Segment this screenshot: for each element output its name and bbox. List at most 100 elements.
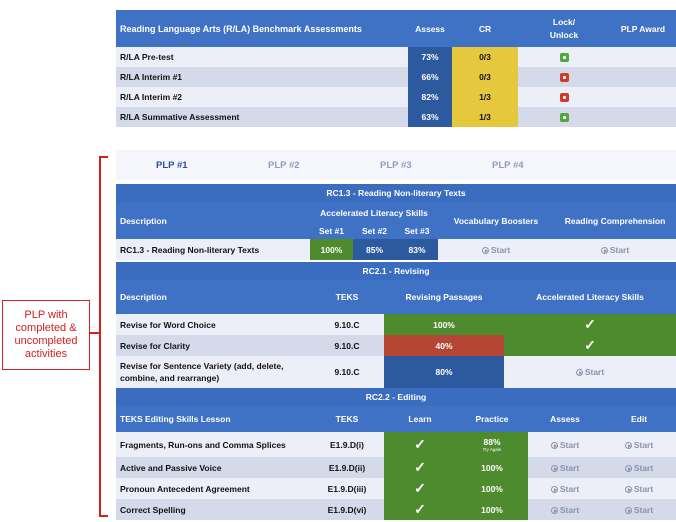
als-complete[interactable]: ✓	[504, 314, 676, 335]
edit-start-button[interactable]: Start	[602, 478, 676, 499]
practice-score[interactable]: 100%	[456, 478, 528, 499]
table-row[interactable]: Active and Passive Voice E1.9.D(ii) ✓ 10…	[116, 457, 676, 478]
play-icon	[481, 246, 489, 254]
practice-header: Practice	[475, 414, 509, 424]
als-start-button[interactable]: Start	[504, 356, 676, 388]
comp-header: Reading Comprehension	[564, 215, 666, 226]
edit-header: Edit	[630, 414, 648, 424]
vocab-start-button[interactable]: Start	[438, 239, 554, 260]
passages-score[interactable]: 100%	[384, 314, 504, 335]
assess-start-button[interactable]: Start	[528, 432, 602, 457]
plp-award-cell	[610, 47, 676, 67]
plp-award-cell	[610, 107, 676, 127]
learn-complete[interactable]: ✓	[384, 499, 456, 520]
activity-name: Revise for Word Choice	[120, 319, 216, 330]
check-icon: ✓	[414, 501, 426, 517]
benchmark-title: Reading Language Arts (R/LA) Benchmark A…	[120, 23, 362, 34]
table-row[interactable]: R/LA Pre-test 73% 0/3	[116, 47, 676, 67]
table-row[interactable]: Revise for Clarity 9.10.C 40% ✓	[116, 335, 676, 356]
play-icon	[550, 485, 558, 493]
plp-award-header: PLP Award	[620, 23, 666, 34]
assess-start-button[interactable]: Start	[528, 478, 602, 499]
rc22-table: RC2.2 - Editing TEKS Editing Skills Less…	[116, 388, 676, 520]
check-icon: ✓	[414, 436, 426, 452]
learn-complete[interactable]: ✓	[384, 457, 456, 478]
cr-score: 0/3	[452, 67, 518, 87]
plp-award-cell	[610, 67, 676, 87]
annotation-callout: PLP with completed & uncompleted activit…	[2, 300, 90, 370]
edit-start-button[interactable]: Start	[602, 499, 676, 520]
play-icon	[550, 441, 558, 449]
table-row[interactable]: Revise for Sentence Variety (add, delete…	[116, 356, 676, 388]
rc21-table: RC2.1 - Revising Description TEKS Revisi…	[116, 262, 676, 388]
lock-icon[interactable]	[559, 73, 569, 83]
set-3-score[interactable]: 83%	[396, 239, 438, 260]
practice-score[interactable]: 100%	[456, 457, 528, 478]
plp-tabs: PLP #1 PLP #2 PLP #3 PLP #4	[116, 150, 676, 180]
als-complete[interactable]: ✓	[504, 335, 676, 356]
passages-header: Revising Passages	[405, 292, 483, 302]
vocab-header: Vocabulary Boosters	[453, 215, 539, 226]
table-row[interactable]: RC1.3 - Reading Non-literary Texts 100% …	[116, 239, 676, 260]
table-row[interactable]: Revise for Word Choice 9.10.C 100% ✓	[116, 314, 676, 335]
set-2-header: Set #2	[361, 226, 388, 236]
tab-plp-3[interactable]: PLP #3	[380, 160, 412, 171]
tab-plp-2[interactable]: PLP #2	[268, 160, 300, 171]
tab-plp-1[interactable]: PLP #1	[156, 160, 188, 171]
teks-code: 9.10.C	[334, 340, 360, 351]
play-icon	[575, 369, 583, 376]
assess-score[interactable]: 82%	[408, 87, 452, 107]
teks-code: 9.10.C	[334, 319, 360, 330]
assess-score[interactable]: 73%	[408, 47, 452, 67]
play-icon	[624, 506, 632, 514]
check-icon: ✓	[584, 337, 596, 353]
activity-name: Revise for Clarity	[120, 340, 190, 351]
unlock-icon[interactable]	[559, 53, 569, 63]
check-icon: ✓	[414, 459, 426, 475]
assess-header: Assess	[415, 23, 445, 34]
teks-code: E1.9.D(vi)	[327, 504, 367, 515]
set-1-score[interactable]: 100%	[310, 239, 353, 260]
learn-complete[interactable]: ✓	[384, 432, 456, 457]
assess-start-button[interactable]: Start	[528, 499, 602, 520]
teks-code: E1.9.D(iii)	[327, 483, 367, 494]
benchmark-table: Reading Language Arts (R/LA) Benchmark A…	[116, 10, 676, 127]
table-row[interactable]: R/LA Summative Assessment 63% 1/3	[116, 107, 676, 127]
passages-score[interactable]: 40%	[384, 335, 504, 356]
assess-header: Assess	[550, 414, 580, 424]
red-bracket	[90, 156, 108, 517]
passages-score[interactable]: 80%	[384, 356, 504, 388]
rc21-title: RC2.1 - Revising	[362, 266, 430, 276]
set-2-score[interactable]: 85%	[353, 239, 396, 260]
table-row[interactable]: Fragments, Run-ons and Comma Splices E1.…	[116, 432, 676, 457]
edit-start-button[interactable]: Start	[602, 457, 676, 478]
als-header: Accelerated Literacy Skills	[320, 207, 428, 218]
check-icon: ✓	[414, 480, 426, 496]
table-row[interactable]: Pronoun Antecedent Agreement E1.9.D(iii)…	[116, 478, 676, 499]
table-row[interactable]: Correct Spelling E1.9.D(vi) ✓ 100% Start…	[116, 499, 676, 520]
tab-plp-4[interactable]: PLP #4	[492, 160, 524, 171]
description-header: Description	[120, 215, 167, 226]
table-row[interactable]: R/LA Interim #1 66% 0/3	[116, 67, 676, 87]
teks-code: E1.9.D(i)	[329, 439, 364, 450]
edit-start-button[interactable]: Start	[602, 432, 676, 457]
als-header: Accelerated Literacy Skills	[536, 292, 644, 302]
play-icon	[624, 464, 632, 472]
set-3-header: Set #3	[404, 226, 430, 236]
assess-score[interactable]: 66%	[408, 67, 452, 87]
play-icon	[624, 441, 632, 449]
assess-score[interactable]: 63%	[408, 107, 452, 127]
lesson-name: Pronoun Antecedent Agreement	[120, 483, 250, 494]
lesson-name: Correct Spelling	[120, 504, 186, 515]
assess-start-button[interactable]: Start	[528, 457, 602, 478]
comp-start-button[interactable]: Start	[554, 239, 676, 260]
practice-score[interactable]: 100%	[456, 499, 528, 520]
cr-score: 1/3	[452, 87, 518, 107]
table-row[interactable]: R/LA Interim #2 82% 1/3	[116, 87, 676, 107]
unlock-icon[interactable]	[559, 113, 569, 123]
learn-complete[interactable]: ✓	[384, 478, 456, 499]
lock-header: Lock/ Unlock	[549, 16, 579, 40]
activity-name: RC1.3 - Reading Non-literary Texts	[120, 244, 260, 255]
practice-score[interactable]: 88% Try Again	[456, 432, 528, 457]
lock-icon[interactable]	[559, 93, 569, 103]
